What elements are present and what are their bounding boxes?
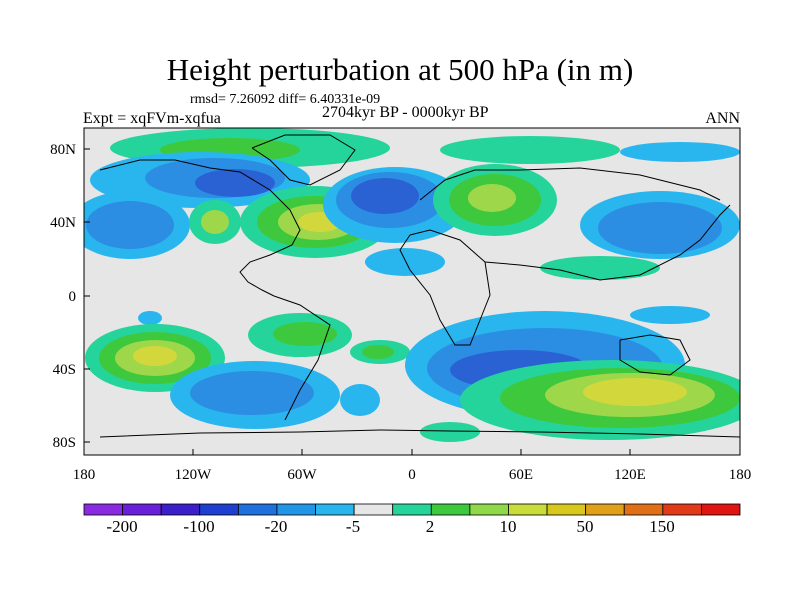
- anomaly-contour: [201, 210, 229, 234]
- colorbar-label: -20: [265, 517, 288, 536]
- anomaly-contour: [340, 384, 380, 416]
- colorbar-box: [701, 503, 741, 516]
- colorbar-label: 2: [426, 517, 435, 536]
- lat-label: 80N: [50, 142, 76, 158]
- colorbar-box: [662, 503, 702, 516]
- colorbar-box: [623, 503, 664, 516]
- colorbar-label: -5: [346, 517, 360, 536]
- anomaly-contour: [630, 306, 710, 324]
- chart-title: Height perturbation at 500 hPa (in m): [166, 52, 634, 87]
- colorbar-box: [353, 503, 394, 516]
- anomaly-contour: [365, 248, 445, 276]
- lat-label: 40N: [50, 215, 76, 231]
- anomaly-contour: [190, 371, 314, 415]
- anomaly-contour: [138, 311, 162, 325]
- anomaly-contour: [351, 178, 419, 214]
- lon-axis: 180 120W 60W 0 60E 120E 180: [73, 449, 752, 483]
- anomaly-contour: [540, 256, 660, 280]
- colorbar-box: [546, 503, 587, 516]
- colorbar-box: [392, 503, 432, 516]
- colorbar-box: [199, 503, 239, 516]
- lon-label: 60W: [287, 467, 317, 483]
- lon-label: 0: [408, 467, 416, 483]
- colorbar-label: 150: [649, 517, 675, 536]
- anomaly-contour: [273, 322, 337, 346]
- colorbar-box: [430, 503, 471, 516]
- experiment-label: Expt = xqFVm-xqfua: [83, 110, 221, 127]
- colorbar-label: 50: [577, 517, 594, 536]
- lat-label: 40S: [53, 362, 76, 378]
- colorbar-box: [469, 503, 509, 516]
- period-label: 2704kyr BP - 0000kyr BP: [322, 104, 489, 121]
- lat-axis: 80N 40N 0 40S 80S: [50, 142, 90, 451]
- colorbar-box: [122, 503, 162, 516]
- lat-label: 80S: [53, 435, 76, 451]
- lon-label: 120E: [614, 467, 646, 483]
- colorbar-box: [585, 503, 625, 516]
- anomaly-contour: [440, 136, 620, 164]
- anomaly-contour: [620, 142, 740, 162]
- field-layer: [84, 128, 740, 442]
- colorbar-box: [160, 503, 201, 516]
- colorbar-box: [276, 503, 316, 516]
- anomaly-contour: [86, 201, 174, 249]
- stats-text: rmsd= 7.26092 diff= 6.40331e-09: [190, 92, 381, 107]
- anomaly-contour: [420, 422, 480, 442]
- lon-label: 120W: [175, 467, 213, 483]
- anomaly-contour: [583, 378, 687, 406]
- season-label: ANN: [705, 110, 740, 127]
- colorbar-box: [237, 503, 278, 516]
- anomaly-contour: [362, 345, 394, 359]
- lon-label: 180: [73, 467, 96, 483]
- lon-label: 60E: [509, 467, 533, 483]
- colorbar-box: [508, 503, 548, 516]
- colorbar-label: 10: [500, 517, 517, 536]
- lat-label: 0: [69, 289, 77, 305]
- anomaly-contour: [598, 202, 722, 254]
- colorbar-box: [315, 503, 355, 516]
- anomaly-contour: [195, 169, 275, 197]
- colorbar-label: -200: [106, 517, 137, 536]
- colorbar-label: -100: [183, 517, 214, 536]
- coastlines: [99, 134, 740, 438]
- colorbar-box: [83, 503, 123, 516]
- lon-label: 180: [729, 467, 752, 483]
- colorbar: -200 -100 -20 -5 2 10 50 150: [83, 503, 741, 536]
- anomaly-contour: [468, 184, 516, 212]
- colorbar-boxes: [83, 503, 741, 516]
- anomaly-contour: [133, 346, 177, 366]
